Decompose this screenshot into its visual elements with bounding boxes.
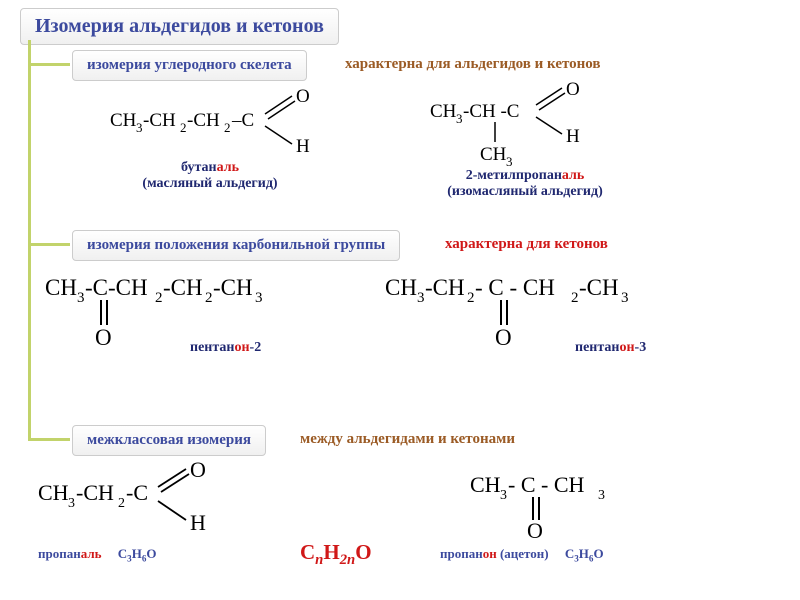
tree-trunk <box>28 40 31 440</box>
svg-text:-CH: -CH <box>579 275 619 300</box>
page-title: Изомерия альдегидов и кетонов <box>20 8 339 45</box>
svg-text:3: 3 <box>417 290 425 306</box>
svg-text:CH: CH <box>385 275 417 300</box>
svg-text:2: 2 <box>571 290 579 306</box>
svg-text:3: 3 <box>68 496 75 511</box>
methylpropanal-name-suffix: аль <box>562 168 584 183</box>
pentanone2-mid: он <box>234 340 249 355</box>
svg-text:-CH: -CH <box>187 110 220 131</box>
propanone-formula: C3H6O <box>565 546 604 561</box>
svg-text:2: 2 <box>205 290 213 306</box>
svg-text:2: 2 <box>224 120 231 135</box>
svg-text:3: 3 <box>500 488 507 503</box>
general-formula: CnH2nO <box>300 540 372 569</box>
svg-text:- C - CH: - C - CH <box>508 472 585 497</box>
propanone-mid: он <box>483 546 497 561</box>
methylpropanal-name-prefix: 2-метилпропан <box>466 168 562 183</box>
propanal-formula: C3H6O <box>118 546 157 561</box>
propanone-paren: (ацетон) <box>497 546 549 561</box>
isomerism-type-skeleton: изомерия углеродного скелета <box>72 50 307 81</box>
isomerism-type-position: изомерия положения карбонильной группы <box>72 230 400 261</box>
svg-text:3: 3 <box>598 488 605 503</box>
propanal-suffix: аль <box>81 546 102 561</box>
svg-text:-CH: -CH <box>425 275 465 300</box>
svg-text:2: 2 <box>467 290 475 306</box>
svg-text:2: 2 <box>155 290 163 306</box>
svg-text:O: O <box>190 460 206 482</box>
svg-text:CH: CH <box>470 472 501 497</box>
svg-text:H: H <box>190 510 206 535</box>
svg-text:H: H <box>296 136 310 156</box>
svg-text:O: O <box>296 86 310 107</box>
isomerism-type-interclass: межклассовая изомерия <box>72 425 266 456</box>
svg-text:- C - CH: - C - CH <box>475 275 555 300</box>
svg-text:CH: CH <box>430 101 457 122</box>
butanal-name-paren: (масляный альдегид) <box>142 176 277 191</box>
methylpropanal-caption: 2-метилпропаналь (изомасляный альдегид) <box>410 168 640 200</box>
propanal-structure: CH 3 -CH 2 -C O H <box>38 460 248 545</box>
svg-text:CH: CH <box>110 110 137 131</box>
butanal-name-suffix: аль <box>217 160 239 175</box>
position-desc: характерна для кетонов <box>445 236 608 253</box>
svg-text:-CH: -CH <box>76 480 114 505</box>
svg-text:-CH -C: -CH -C <box>463 101 519 122</box>
svg-text:-C-CH: -C-CH <box>85 275 148 300</box>
svg-text:CH: CH <box>38 480 69 505</box>
svg-text:CH: CH <box>480 144 507 165</box>
svg-text:-CH: -CH <box>213 275 253 300</box>
svg-text:O: O <box>527 518 543 540</box>
propanone-structure: CH 3 - C - CH 3 O <box>470 470 650 545</box>
butanal-caption: бутаналь (масляный альдегид) <box>120 160 300 192</box>
svg-text:3: 3 <box>506 154 513 167</box>
propanone-caption: пропанон (ацетон) C3H6O <box>440 546 604 564</box>
butanal-name-prefix: бутан <box>181 160 217 175</box>
methylpropanal-structure: CH 3 -CH -C CH 3 O H <box>430 82 640 172</box>
svg-text:–C: –C <box>231 110 254 131</box>
svg-text:O: O <box>95 325 112 350</box>
svg-text:O: O <box>566 82 580 100</box>
tree-branch-2 <box>28 243 70 246</box>
propanal-caption: пропаналь C3H6O <box>38 546 156 564</box>
svg-text:3: 3 <box>456 111 463 126</box>
svg-text:2: 2 <box>118 496 125 511</box>
svg-text:CH: CH <box>45 275 77 300</box>
pentanone3-prefix: пентан <box>575 340 619 355</box>
svg-text:H: H <box>566 126 580 147</box>
svg-text:2: 2 <box>180 120 187 135</box>
svg-text:-CH: -CH <box>163 275 203 300</box>
svg-text:O: O <box>495 325 512 350</box>
pentanone3-caption: пентанон-3 <box>575 340 646 356</box>
butanal-structure: CH 3 -CH 2 -CH 2 –C O H <box>110 86 340 161</box>
pentanone3-structure: CH 3 -CH 2 - C - CH 2 -CH 3 O <box>385 270 695 355</box>
propanal-prefix: пропан <box>38 546 81 561</box>
svg-text:-CH: -CH <box>143 110 176 131</box>
skeleton-desc: характерна для альдегидов и кетонов <box>345 56 601 73</box>
interclass-desc: между альдегидами и кетонами <box>300 431 515 448</box>
propanone-prefix: пропан <box>440 546 483 561</box>
pentanone2-prefix: пентан <box>190 340 234 355</box>
svg-text:3: 3 <box>255 290 263 306</box>
pentanone2-caption: пентанон-2 <box>190 340 261 356</box>
methylpropanal-name-paren: (изомасляный альдегид) <box>447 184 603 199</box>
pentanone3-suffix: -3 <box>635 340 647 355</box>
pentanone3-mid: он <box>619 340 634 355</box>
svg-text:3: 3 <box>136 120 143 135</box>
svg-text:3: 3 <box>77 290 85 306</box>
tree-branch-1 <box>28 63 70 66</box>
pentanone2-suffix: -2 <box>250 340 262 355</box>
tree-branch-3 <box>28 438 70 441</box>
svg-text:-C: -C <box>126 480 148 505</box>
svg-text:3: 3 <box>621 290 629 306</box>
